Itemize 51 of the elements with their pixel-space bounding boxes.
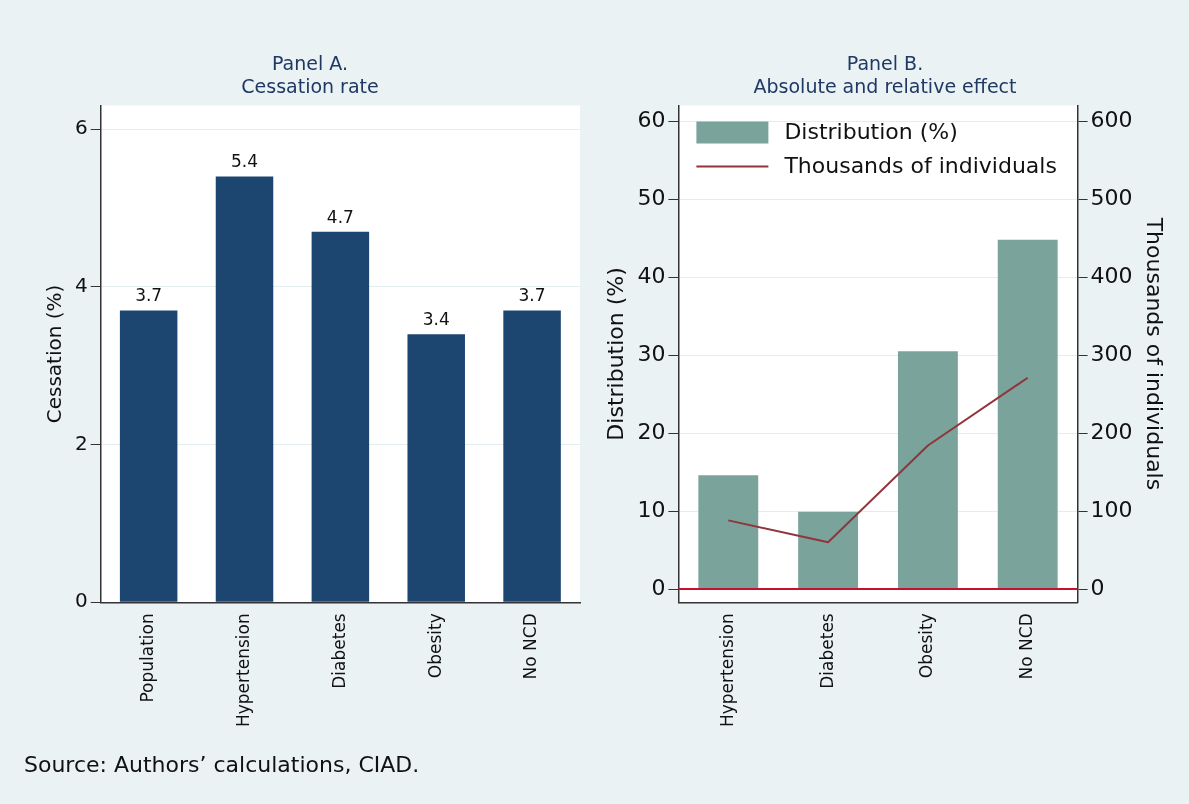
x-tick-label: Hypertension: [232, 613, 253, 728]
bar: [698, 475, 759, 589]
bar: [311, 231, 370, 602]
y2-axis-title: Thousands of individuals: [1142, 216, 1168, 491]
bar: [119, 310, 178, 602]
y-tick-label: 6: [74, 115, 88, 140]
chart-title: Panel B.: [846, 52, 924, 75]
y2-tick-label: 100: [1090, 496, 1133, 522]
bar: [798, 511, 859, 589]
y-tick-label: 40: [637, 262, 666, 288]
y-tick-label: 60: [637, 106, 666, 132]
x-tick-label: No NCD: [1016, 613, 1037, 680]
y2-tick-label: 600: [1090, 106, 1133, 132]
y2-tick-label: 400: [1090, 262, 1133, 288]
bar: [503, 310, 561, 602]
legend-label: Thousands of individuals: [783, 153, 1057, 179]
chart-title: Panel A.: [272, 52, 348, 75]
bar: [897, 351, 958, 589]
legend-label: Distribution (%): [784, 119, 958, 145]
x-tick-label: Obesity: [424, 613, 445, 679]
y-axis-title: Cessation (%): [42, 284, 67, 424]
y-tick-label: 10: [637, 496, 666, 522]
data-label: 3.7: [135, 285, 163, 306]
data-label: 3.4: [422, 309, 450, 330]
x-tick-label: Diabetes: [328, 613, 349, 689]
x-tick-label: Obesity: [916, 613, 937, 679]
data-label: 5.4: [230, 151, 259, 172]
y2-tick-label: 0: [1090, 574, 1105, 600]
bar: [215, 176, 274, 602]
y-tick-label: 0: [651, 574, 666, 600]
bar: [997, 239, 1058, 589]
x-tick-label: Population: [137, 613, 158, 703]
y-tick-label: 4: [74, 273, 88, 298]
bar: [407, 334, 465, 602]
y-tick-label: 2: [74, 430, 88, 455]
chart-subtitle: Cessation rate: [241, 75, 379, 98]
x-tick-label: Hypertension: [716, 613, 737, 728]
x-tick-label: Diabetes: [816, 613, 837, 689]
chart-subtitle: Absolute and relative effect: [753, 75, 1017, 98]
y2-tick-label: 500: [1090, 184, 1133, 210]
y-tick-label: 20: [637, 418, 666, 444]
y2-tick-label: 300: [1090, 340, 1133, 366]
source-note: Source: Authors’ calculations, CIAD.: [24, 752, 420, 777]
data-label: 4.7: [326, 206, 354, 227]
y-axis-title: Distribution (%): [602, 267, 628, 441]
y-tick-label: 0: [74, 588, 88, 613]
data-label: 3.7: [518, 285, 546, 306]
x-tick-label: No NCD: [520, 613, 541, 680]
y-tick-label: 30: [637, 340, 666, 366]
y2-tick-label: 200: [1090, 418, 1133, 444]
y-tick-label: 50: [637, 184, 666, 210]
